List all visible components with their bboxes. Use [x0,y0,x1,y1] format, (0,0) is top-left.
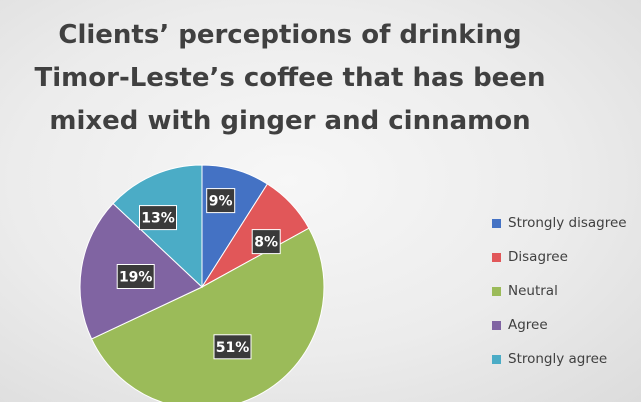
data-label-box [206,188,236,214]
legend-item-disagree: Disagree [492,240,627,274]
legend-label-disagree: Disagree [508,249,568,265]
data-label-box [251,229,281,255]
chart-title: Clients’ perceptions of drinking Timor-L… [0,14,580,143]
legend-swatch-strongly-disagree [492,218,501,228]
data-label-strongly-agree: 13% [139,205,177,231]
data-label-box [116,264,155,289]
legend-item-neutral: Neutral [492,274,627,308]
legend-label-agree: Agree [508,317,548,333]
data-label-text: 13% [141,211,175,227]
legend: Strongly disagree Disagree Neutral Agree… [492,206,627,376]
data-label-disagree: 8% [251,229,281,255]
data-label-text: 51% [216,340,250,356]
legend-swatch-neutral [492,286,501,296]
data-label-strongly-disagree: 9% [206,188,236,214]
pie-slice-neutral [90,227,325,402]
legend-label-strongly-agree: Strongly agree [508,351,608,367]
data-label-text: 8% [254,235,278,251]
chart-title-line-1: Clients’ perceptions of drinking [58,20,522,50]
legend-swatch-strongly-agree [492,354,501,364]
data-label-box [139,205,177,231]
chart-title-line-2: Timor-Leste’s coffee that has been [34,63,546,93]
data-label-neutral: 51% [213,334,252,360]
legend-item-agree: Agree [492,308,627,342]
data-label-agree: 19% [116,264,155,289]
legend-swatch-disagree [492,252,501,262]
data-label-text: 9% [209,194,233,210]
legend-swatch-agree [492,320,501,330]
data-label-box [213,334,252,360]
legend-label-neutral: Neutral [508,283,558,299]
legend-item-strongly-agree: Strongly agree [492,342,627,376]
data-label-text: 19% [119,270,153,286]
chart-title-line-3: mixed with ginger and cinnamon [49,106,531,136]
legend-item-strongly-disagree: Strongly disagree [492,206,627,240]
legend-label-strongly-disagree: Strongly disagree [508,215,627,231]
